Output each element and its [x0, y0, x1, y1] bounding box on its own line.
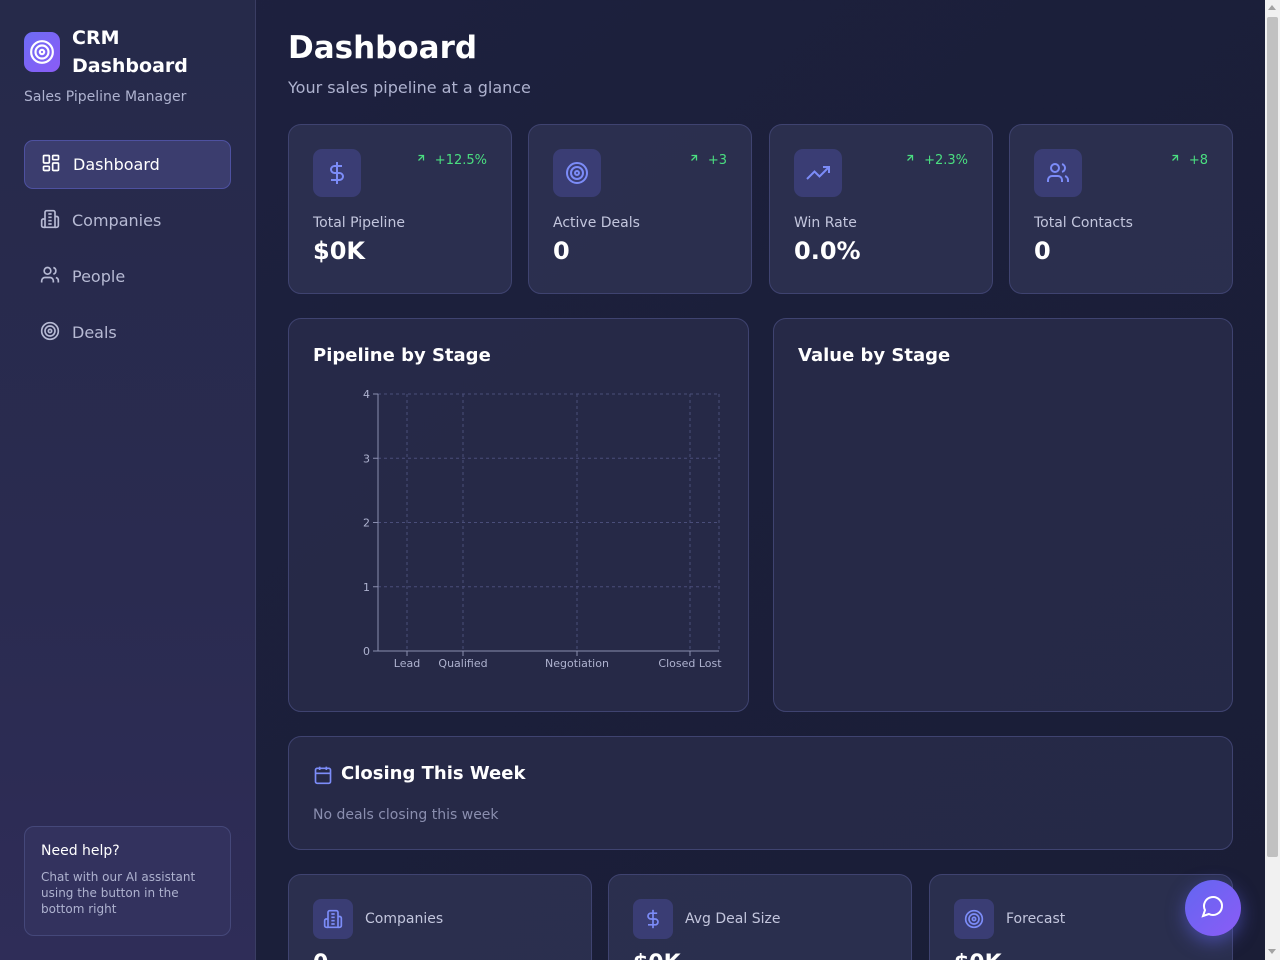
arrow-up-right-icon	[415, 152, 427, 168]
stat-value: 0	[553, 237, 570, 265]
target-icon	[40, 321, 60, 345]
sidebar-item-deals[interactable]: Deals	[24, 308, 231, 357]
sidebar-item-people[interactable]: People	[24, 252, 231, 301]
building-icon	[40, 209, 60, 233]
sidebar: CRM Dashboard Sales Pipeline Manager Das…	[0, 0, 256, 960]
trending-up-icon	[794, 149, 842, 197]
stat-value: 0	[1034, 237, 1051, 265]
building-icon	[313, 899, 353, 939]
stat-label: Total Pipeline	[313, 215, 405, 231]
mini-card-label: Avg Deal Size	[685, 911, 781, 927]
pipeline-chart: 0 1 2 3 4 Lead Qualified Negotiation Closed Lost	[363, 388, 722, 670]
scroll-down-arrow-icon[interactable]	[1268, 949, 1276, 954]
mini-card-forecast: Forecast $0K	[929, 874, 1233, 960]
mini-card-companies: Companies 0	[288, 874, 592, 960]
panel-title: Pipeline by Stage	[313, 345, 491, 366]
help-text: Chat with our AI assistant using the but…	[41, 870, 196, 916]
stat-card-total-pipeline: +12.5% Total Pipeline $0K	[288, 124, 512, 294]
page-subtitle: Your sales pipeline at a glance	[288, 78, 531, 97]
stat-change: +2.3%	[904, 152, 968, 168]
mini-card-label: Companies	[365, 911, 444, 927]
mini-card-avg-deal-size: Avg Deal Size $0K	[608, 874, 912, 960]
arrow-up-right-icon	[688, 152, 700, 168]
stat-label: Active Deals	[553, 215, 640, 231]
x-tick-label: Qualified	[438, 657, 487, 670]
panel-title: Value by Stage	[798, 345, 951, 366]
scroll-up-arrow-icon[interactable]	[1268, 5, 1276, 10]
pipeline-by-stage-panel: Pipeline by Stage 0 1 2 3 4 Lead Qualified Nego…	[288, 318, 749, 712]
help-card: Need help? Chat with our AI assistant us…	[24, 826, 231, 936]
sidebar-item-label: Deals	[72, 323, 117, 342]
mini-card-value: 0	[313, 951, 328, 960]
stat-value: 0.0%	[794, 237, 861, 265]
y-tick-label: 3	[363, 452, 370, 465]
users-icon	[40, 265, 60, 289]
y-tick-label: 4	[363, 388, 370, 401]
y-tick-label: 1	[363, 581, 370, 594]
stat-change-value: +2.3%	[924, 152, 968, 168]
sidebar-item-dashboard[interactable]: Dashboard	[24, 140, 231, 189]
brand: CRM Dashboard	[24, 24, 202, 80]
y-tick-label: 2	[363, 517, 370, 530]
x-tick-label: Negotiation	[545, 657, 609, 670]
brand-subtitle: Sales Pipeline Manager	[24, 89, 187, 105]
value-by-stage-panel: Value by Stage	[773, 318, 1233, 712]
dollar-icon	[313, 149, 361, 197]
x-tick-label: Closed Lost	[658, 657, 722, 670]
mini-card-label: Forecast	[1006, 911, 1066, 927]
mini-card-value: $0K	[633, 951, 681, 960]
sidebar-item-label: People	[72, 267, 126, 286]
target-icon	[553, 149, 601, 197]
stat-change: +8	[1169, 152, 1208, 168]
stat-label: Win Rate	[794, 215, 857, 231]
stat-card-active-deals: +3 Active Deals 0	[528, 124, 752, 294]
target-icon	[24, 32, 60, 72]
sidebar-item-label: Dashboard	[73, 155, 160, 174]
dollar-icon	[633, 899, 673, 939]
stat-change-value: +12.5%	[434, 152, 487, 168]
sidebar-nav: Dashboard Companies People Deals	[24, 140, 231, 364]
closing-this-week-panel: Closing This Week No deals closing this …	[288, 736, 1233, 850]
stat-card-total-contacts: +8 Total Contacts 0	[1009, 124, 1233, 294]
sidebar-item-companies[interactable]: Companies	[24, 196, 231, 245]
stat-value: $0K	[313, 237, 365, 265]
target-icon	[954, 899, 994, 939]
brand-title: CRM Dashboard	[72, 27, 188, 77]
page-title: Dashboard	[288, 30, 478, 66]
layout-grid-icon	[41, 153, 61, 177]
calendar-icon	[313, 765, 333, 789]
arrow-up-right-icon	[904, 152, 916, 168]
users-icon	[1034, 149, 1082, 197]
mini-card-value: $0K	[954, 951, 1002, 960]
arrow-up-right-icon	[1169, 152, 1181, 168]
scrollbar[interactable]	[1265, 0, 1280, 960]
closing-empty-text: No deals closing this week	[313, 807, 499, 823]
closing-title: Closing This Week	[341, 763, 526, 784]
x-tick-label: Lead	[394, 657, 420, 670]
y-tick-label: 0	[363, 645, 370, 658]
stat-change: +12.5%	[415, 152, 487, 168]
stat-change-value: +3	[707, 152, 727, 168]
sidebar-item-label: Companies	[72, 211, 162, 230]
chat-bubble-icon	[1201, 894, 1225, 922]
help-title: Need help?	[41, 843, 120, 859]
stat-label: Total Contacts	[1034, 215, 1133, 231]
stat-card-win-rate: +2.3% Win Rate 0.0%	[769, 124, 993, 294]
stat-change-value: +8	[1188, 152, 1208, 168]
stat-change: +3	[688, 152, 727, 168]
chat-button[interactable]	[1185, 880, 1241, 936]
scrollbar-thumb[interactable]	[1267, 17, 1278, 857]
